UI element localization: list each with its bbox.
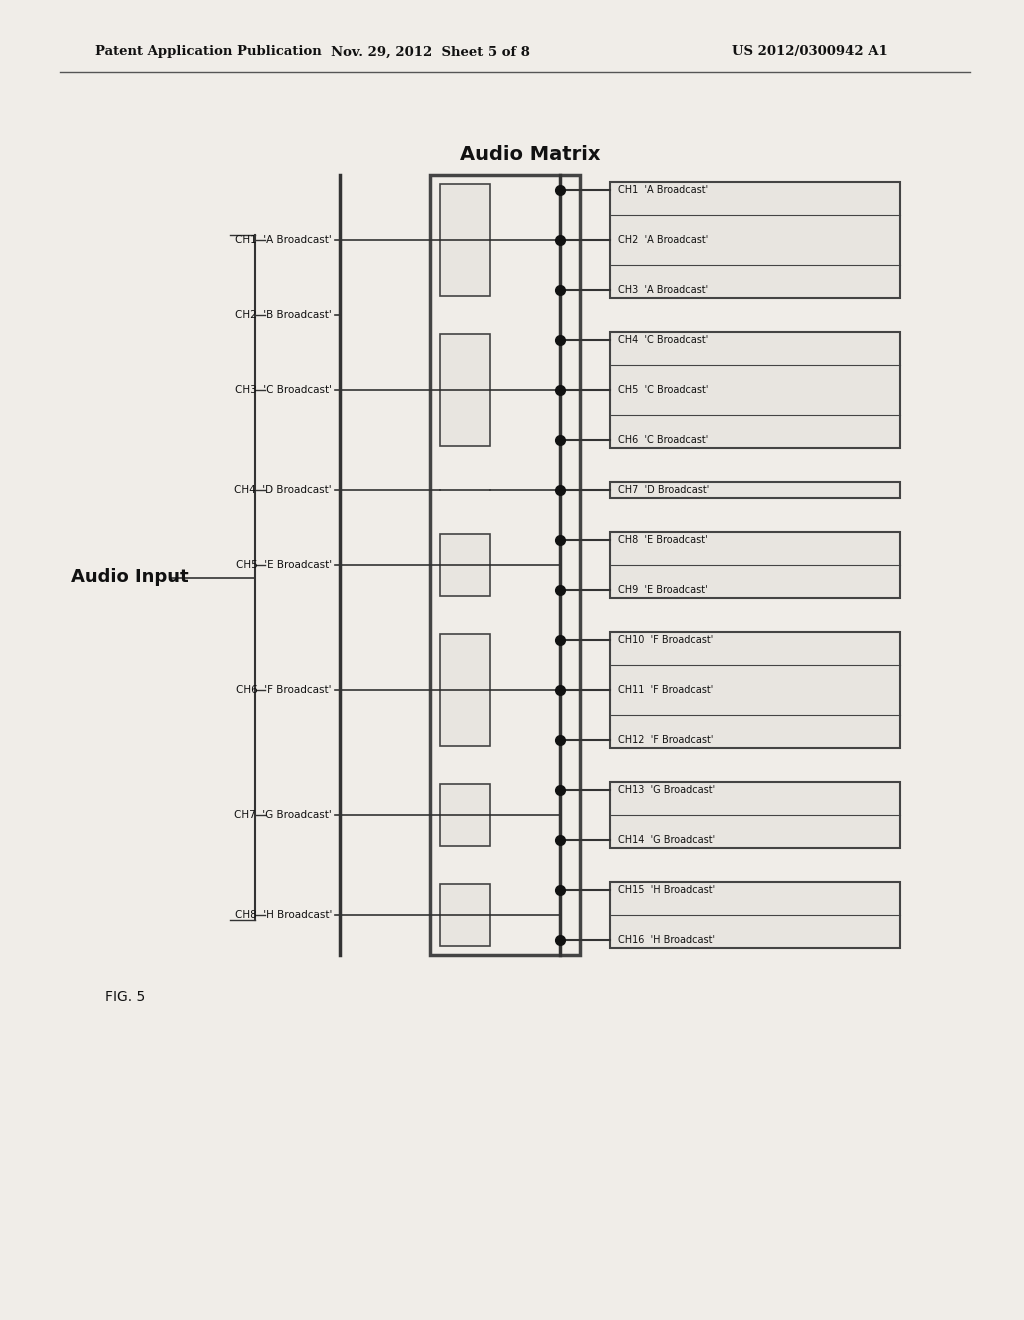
Text: CH15  'H Broadcast': CH15 'H Broadcast' [618,884,715,895]
Bar [430,176,580,954]
Bar [440,634,490,746]
Text: CH16  'H Broadcast': CH16 'H Broadcast' [618,935,715,945]
Bar [610,182,900,298]
Bar [610,632,900,748]
Bar [440,884,490,946]
Text: CH3  'C Broadcast': CH3 'C Broadcast' [234,385,332,395]
Bar [610,482,900,498]
Text: CH6  'F Broadcast': CH6 'F Broadcast' [237,685,332,696]
Text: CH3  'A Broadcast': CH3 'A Broadcast' [618,285,709,294]
Text: CH11  'F Broadcast': CH11 'F Broadcast' [618,685,714,696]
Text: CH5  'C Broadcast': CH5 'C Broadcast' [618,385,709,395]
Bar [440,334,490,446]
Text: FIG. 5: FIG. 5 [105,990,145,1005]
Text: CH7  'D Broadcast': CH7 'D Broadcast' [618,484,710,495]
Text: CH5  'E Broadcast': CH5 'E Broadcast' [236,560,332,570]
Text: CH8  'E Broadcast': CH8 'E Broadcast' [618,535,708,545]
Text: CH7  'G Broadcast': CH7 'G Broadcast' [234,810,332,820]
Text: CH8  'H Broadcast': CH8 'H Broadcast' [234,909,332,920]
Text: CH9  'E Broadcast': CH9 'E Broadcast' [618,585,708,595]
Text: Audio Input: Audio Input [72,569,188,586]
Bar [610,882,900,948]
Text: CH14  'G Broadcast': CH14 'G Broadcast' [618,836,715,845]
Text: Nov. 29, 2012  Sheet 5 of 8: Nov. 29, 2012 Sheet 5 of 8 [331,45,529,58]
Text: CH2  'B Broadcast': CH2 'B Broadcast' [236,310,332,319]
Text: Patent Application Publication: Patent Application Publication [95,45,322,58]
Text: CH2  'A Broadcast': CH2 'A Broadcast' [618,235,709,246]
Text: CH13  'G Broadcast': CH13 'G Broadcast' [618,785,715,795]
Bar [440,784,490,846]
Text: CH4  'C Broadcast': CH4 'C Broadcast' [618,335,709,345]
Bar [440,183,490,296]
Text: CH1  'A Broadcast': CH1 'A Broadcast' [618,185,709,195]
Text: CH12  'F Broadcast': CH12 'F Broadcast' [618,735,714,744]
Bar [440,535,490,597]
Text: CH6  'C Broadcast': CH6 'C Broadcast' [618,436,709,445]
Bar [610,532,900,598]
Text: CH1  'A Broadcast': CH1 'A Broadcast' [236,235,332,246]
Text: CH10  'F Broadcast': CH10 'F Broadcast' [618,635,714,645]
Text: US 2012/0300942 A1: US 2012/0300942 A1 [732,45,888,58]
Text: Audio Matrix: Audio Matrix [460,145,600,165]
Bar [610,333,900,447]
Text: CH4  'D Broadcast': CH4 'D Broadcast' [234,484,332,495]
Bar [610,781,900,847]
